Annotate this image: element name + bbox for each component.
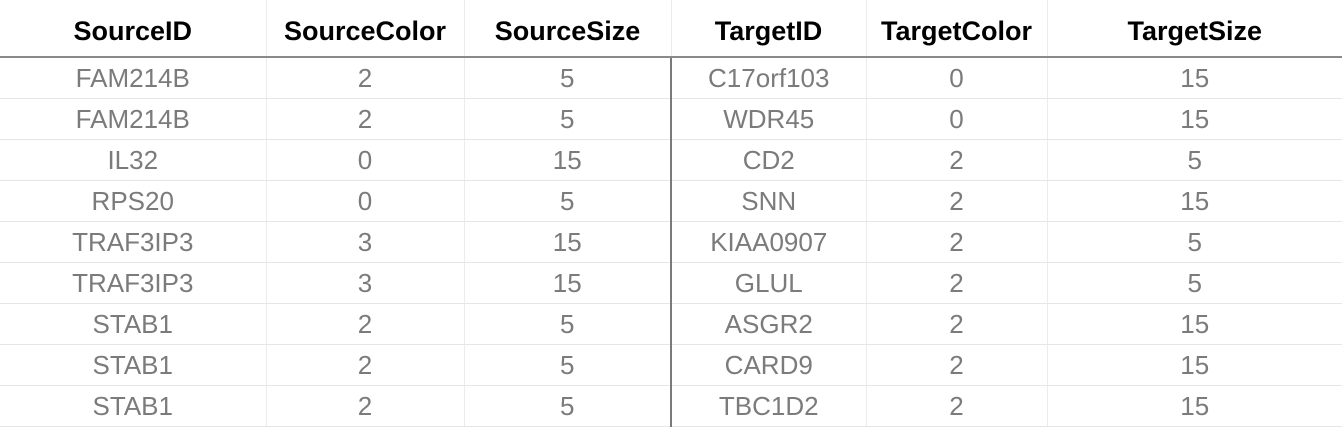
cell-source-id[interactable]: STAB1 — [0, 385, 267, 427]
cell-source-color[interactable]: 3 — [266, 262, 465, 304]
cell-source-color[interactable]: 2 — [266, 344, 465, 386]
header-row: SourceID SourceColor SourceSize TargetID… — [0, 0, 1342, 58]
cell-target-color[interactable]: 2 — [866, 139, 1048, 181]
cell-source-color[interactable]: 2 — [266, 385, 465, 427]
cell-target-id[interactable]: ASGR2 — [671, 303, 867, 345]
cell-target-size[interactable]: 5 — [1047, 221, 1342, 263]
cell-source-size[interactable]: 15 — [464, 139, 672, 181]
cell-target-color[interactable]: 0 — [866, 98, 1048, 140]
cell-target-size[interactable]: 15 — [1047, 57, 1342, 99]
cell-target-id[interactable]: KIAA0907 — [671, 221, 867, 263]
table-row: STAB1 2 5 ASGR2 2 15 — [0, 303, 1342, 345]
cell-source-size[interactable]: 5 — [464, 385, 672, 427]
cell-target-id[interactable]: C17orf103 — [671, 57, 867, 99]
cell-source-id[interactable]: STAB1 — [0, 303, 267, 345]
cell-target-size[interactable]: 5 — [1047, 139, 1342, 181]
table-row: STAB1 2 5 CARD9 2 15 — [0, 344, 1342, 386]
column-header-source-color[interactable]: SourceColor — [266, 0, 465, 58]
cell-source-size[interactable]: 5 — [464, 57, 672, 99]
cell-source-size[interactable]: 15 — [464, 221, 672, 263]
cell-source-color[interactable]: 2 — [266, 57, 465, 99]
column-header-target-id[interactable]: TargetID — [671, 0, 867, 58]
cell-source-color[interactable]: 2 — [266, 303, 465, 345]
column-header-target-size[interactable]: TargetSize — [1047, 0, 1342, 58]
table-row: TRAF3IP3 3 15 KIAA0907 2 5 — [0, 221, 1342, 263]
table-row: STAB1 2 5 TBC1D2 2 15 — [0, 385, 1342, 427]
cell-source-color[interactable]: 0 — [266, 139, 465, 181]
cell-source-size[interactable]: 5 — [464, 180, 672, 222]
table-row: FAM214B 2 5 WDR45 0 15 — [0, 98, 1342, 140]
cell-source-id[interactable]: IL32 — [0, 139, 267, 181]
table-row: FAM214B 2 5 C17orf103 0 15 — [0, 57, 1342, 99]
cell-source-id[interactable]: FAM214B — [0, 98, 267, 140]
cell-target-size[interactable]: 15 — [1047, 303, 1342, 345]
cell-target-id[interactable]: WDR45 — [671, 98, 867, 140]
cell-target-id[interactable]: GLUL — [671, 262, 867, 304]
cell-source-size[interactable]: 5 — [464, 344, 672, 386]
cell-target-color[interactable]: 2 — [866, 344, 1048, 386]
table-row: TRAF3IP3 3 15 GLUL 2 5 — [0, 262, 1342, 304]
column-header-source-id[interactable]: SourceID — [0, 0, 267, 58]
cell-target-size[interactable]: 15 — [1047, 98, 1342, 140]
table-row: IL32 0 15 CD2 2 5 — [0, 139, 1342, 181]
cell-target-color[interactable]: 2 — [866, 385, 1048, 427]
cell-target-id[interactable]: CARD9 — [671, 344, 867, 386]
cell-target-color[interactable]: 2 — [866, 303, 1048, 345]
column-header-target-color[interactable]: TargetColor — [866, 0, 1048, 58]
cell-source-id[interactable]: FAM214B — [0, 57, 267, 99]
cell-source-color[interactable]: 0 — [266, 180, 465, 222]
cell-source-size[interactable]: 15 — [464, 262, 672, 304]
cell-target-size[interactable]: 5 — [1047, 262, 1342, 304]
cell-source-id[interactable]: TRAF3IP3 — [0, 221, 267, 263]
cell-source-id[interactable]: RPS20 — [0, 180, 267, 222]
cell-target-size[interactable]: 15 — [1047, 344, 1342, 386]
cell-target-color[interactable]: 2 — [866, 180, 1048, 222]
cell-target-color[interactable]: 0 — [866, 57, 1048, 99]
cell-source-size[interactable]: 5 — [464, 303, 672, 345]
cell-source-color[interactable]: 2 — [266, 98, 465, 140]
cell-source-size[interactable]: 5 — [464, 98, 672, 140]
cell-target-size[interactable]: 15 — [1047, 385, 1342, 427]
column-header-source-size[interactable]: SourceSize — [464, 0, 672, 58]
cell-target-id[interactable]: SNN — [671, 180, 867, 222]
cell-source-id[interactable]: TRAF3IP3 — [0, 262, 267, 304]
cell-target-id[interactable]: TBC1D2 — [671, 385, 867, 427]
cell-source-color[interactable]: 3 — [266, 221, 465, 263]
table-row: RPS20 0 5 SNN 2 15 — [0, 180, 1342, 222]
cell-target-size[interactable]: 15 — [1047, 180, 1342, 222]
cell-target-color[interactable]: 2 — [866, 262, 1048, 304]
cell-source-id[interactable]: STAB1 — [0, 344, 267, 386]
cell-target-color[interactable]: 2 — [866, 221, 1048, 263]
cell-target-id[interactable]: CD2 — [671, 139, 867, 181]
